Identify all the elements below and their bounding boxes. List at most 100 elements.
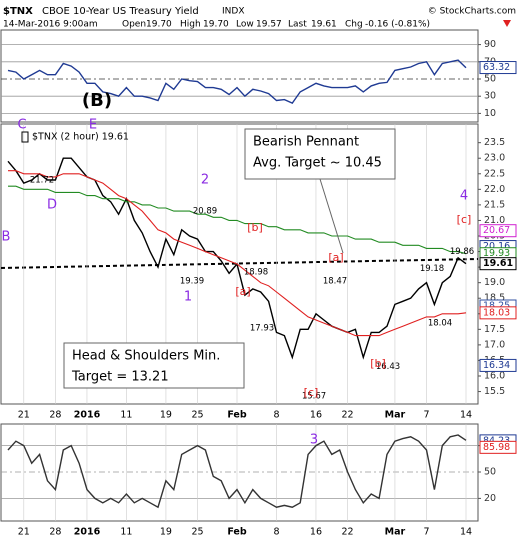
price-label: 15.67 [302, 392, 326, 402]
value-tag: 18.25 [483, 301, 510, 312]
y-tick-label: 18.5 [484, 293, 505, 304]
pointer [319, 178, 344, 254]
x-tick-label: 25 [191, 410, 203, 421]
x-tick-label: 28 [49, 527, 61, 538]
y-tick-label: 50 [484, 467, 496, 478]
price-label: 20.89 [193, 207, 217, 217]
price-label: 19.86 [450, 247, 474, 257]
wave-label: D [47, 198, 57, 213]
price-label: 17.93 [250, 323, 274, 333]
price-label: 18.47 [323, 277, 347, 287]
field-value: 19.70 [146, 20, 172, 30]
x-tick-label: 25 [191, 527, 203, 538]
exchange: INDX [222, 7, 244, 17]
down-arrow [503, 20, 511, 27]
wave-label: [c] [304, 386, 319, 399]
x-tick-label: 22 [342, 527, 354, 538]
x-tick-label: 22 [342, 410, 354, 421]
value-tag-box [479, 306, 517, 320]
y-tick-label: 17.5 [484, 324, 505, 335]
value-tag: 63.32 [483, 62, 510, 73]
date: 14-Mar-2016 9:00am [3, 20, 98, 30]
x-tick-label: 7 [423, 410, 429, 421]
value-tag-box [479, 358, 517, 372]
wave-label: C [17, 118, 26, 133]
note-text: Target = 13.21 [71, 370, 169, 385]
wave-label: [a] [235, 285, 250, 298]
y-tick-label: 30 [484, 91, 496, 102]
series-line [7, 59, 467, 104]
wave-label: E [89, 118, 97, 133]
panel-frame [0, 29, 479, 123]
field-label: Open [122, 20, 146, 30]
legend: $TNX (2 hour) 19.61 [32, 132, 129, 143]
note-text: Head & Shoulders Min. [72, 349, 220, 364]
x-tick-label: 11 [120, 410, 132, 421]
x-tick-label: 19 [160, 410, 172, 421]
wave-label: 4 [460, 189, 468, 204]
note-text: Avg. Target ~ 10.45 [253, 156, 382, 171]
x-tick-label: 21 [18, 410, 30, 421]
x-tick-label: 7 [423, 527, 429, 538]
x-tick-label: 21 [18, 527, 30, 538]
price-label: 18.98 [244, 267, 268, 277]
field-value: 19.57 [256, 20, 282, 30]
value-tag-box [479, 61, 517, 75]
x-tick-label: Mar [385, 527, 406, 538]
field-value: -0.16 (-0.81%) [365, 20, 430, 30]
price-label: 19.39 [180, 277, 204, 287]
y-tick-label: 16.0 [484, 371, 505, 382]
x-tick-label: 8 [273, 410, 279, 421]
wave-label: [a] [328, 251, 343, 264]
y-tick-label: 23.5 [484, 137, 505, 148]
legend-icon [21, 131, 29, 143]
y-tick-label: 50 [484, 74, 496, 85]
x-tick-label: 16 [310, 410, 322, 421]
price-label: 18.04 [428, 319, 452, 329]
x-tick-label: 11 [120, 527, 132, 538]
field-value: 19.70 [203, 20, 229, 30]
wave-label: 2 [201, 173, 209, 188]
field-label: Last [288, 20, 307, 30]
x-tick-label: 14 [460, 527, 472, 538]
value-tag: 20.16 [483, 241, 510, 252]
field-label: High [180, 20, 201, 30]
wave-label: [b] [247, 221, 263, 234]
y-tick-label: 17.0 [484, 339, 505, 350]
value-tag-box [479, 224, 517, 238]
wave-label: [c] [457, 213, 472, 226]
support-line [0, 258, 479, 269]
y-tick-label: 21.5 [484, 199, 505, 210]
x-tick-label: Mar [385, 410, 406, 421]
x-tick-label: 14 [460, 410, 472, 421]
series-line [8, 185, 467, 255]
note-box [63, 342, 245, 389]
y-tick-label: 22.0 [484, 184, 505, 195]
symbol: $TNX [3, 6, 33, 17]
value-tag: 19.61 [483, 258, 513, 269]
price-label: 21.72 [30, 176, 54, 186]
y-tick-label: 15.5 [484, 386, 505, 397]
field-value: 19.61 [311, 20, 337, 30]
value-tag: 85.98 [483, 442, 510, 453]
x-tick-label: 2016 [74, 410, 101, 421]
x-tick-label: 8 [273, 527, 279, 538]
value-tag-box [479, 440, 517, 454]
y-tick-label: 23.0 [484, 153, 505, 164]
field-label: Chg [345, 20, 363, 30]
y-tick-label: 90 [484, 39, 496, 50]
x-tick-label: 2016 [74, 527, 101, 538]
x-tick-label: 28 [49, 410, 61, 421]
value-tag: 20.67 [483, 225, 510, 236]
price-label: 19.18 [420, 264, 444, 274]
y-tick-label: 22.5 [484, 168, 505, 179]
y-tick-label: 21.0 [484, 215, 505, 226]
panel-frame [0, 123, 479, 405]
price-label: 16.43 [376, 362, 400, 372]
value-tag-box [479, 257, 517, 271]
x-tick-label: Feb [227, 527, 247, 538]
y-tick-label: 10 [484, 108, 496, 119]
x-tick-label: Feb [227, 410, 247, 421]
field-label: Low [236, 20, 254, 30]
